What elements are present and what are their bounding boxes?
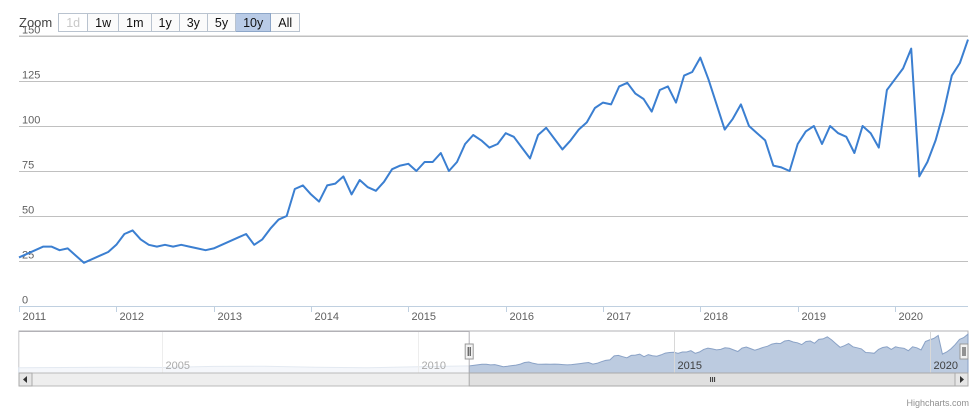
- navigator-mask-left: [19, 331, 470, 373]
- navigator-tick-label-2015: 2015: [678, 360, 702, 372]
- navigator-handle-right-body: [959, 343, 969, 360]
- zoom-button-10y[interactable]: 10y: [236, 12, 272, 32]
- y-tick-label-150: 150: [22, 25, 40, 37]
- zoom-button-1m[interactable]: 1m: [119, 12, 152, 32]
- y-tick-label-50: 50: [22, 205, 34, 217]
- arrow-right-icon: [960, 376, 964, 383]
- zoom-button-group: 1d 1w 1m 1y 3y 5y 10y All: [58, 12, 301, 32]
- range-selector: Zoom 1d 1w 1m 1y 3y 5y 10y All: [19, 11, 301, 33]
- y-tick-label-100: 100: [22, 115, 40, 127]
- zoom-button-1w[interactable]: 1w: [88, 12, 120, 32]
- zoom-button-3y[interactable]: 3y: [179, 12, 208, 32]
- zoom-button-all[interactable]: All: [271, 12, 301, 32]
- x-tick-label-2019: 2019: [802, 311, 826, 323]
- y-tick-label-75: 75: [22, 160, 34, 172]
- zoom-button-5y[interactable]: 5y: [207, 12, 237, 32]
- navigator-handle-left[interactable]: [464, 343, 474, 360]
- x-tick-label-2018: 2018: [704, 311, 728, 323]
- navigator-series-area: [468, 333, 969, 374]
- x-tick-label-2014: 2014: [315, 311, 339, 323]
- x-tick-label-2020: 2020: [899, 311, 923, 323]
- arrow-left-icon: [23, 376, 27, 383]
- navigator-handle-left-body: [464, 343, 474, 360]
- navigator-tick-label-2020: 2020: [934, 360, 958, 372]
- scrollbar-left-button[interactable]: [18, 372, 33, 387]
- y-tick-label-125: 125: [22, 70, 40, 82]
- x-tick-label-2015: 2015: [412, 311, 436, 323]
- zoom-button-1y[interactable]: 1y: [151, 12, 180, 32]
- navigator-handle-right[interactable]: [959, 343, 969, 360]
- zoom-label: Zoom: [19, 14, 53, 30]
- x-tick-label-2016: 2016: [510, 311, 534, 323]
- x-tick-label-2017: 2017: [607, 311, 631, 323]
- x-tick-label-2013: 2013: [218, 311, 242, 323]
- x-tick-label-2012: 2012: [120, 311, 144, 323]
- zoom-button-1d[interactable]: 1d: [58, 12, 89, 32]
- scrollbar-right-button[interactable]: [954, 372, 969, 387]
- credit-label[interactable]: Highcharts.com: [906, 398, 969, 408]
- x-tick-label-2011: 2011: [23, 311, 47, 323]
- y-tick-label-0: 0: [22, 295, 28, 307]
- series-line: [18, 39, 969, 264]
